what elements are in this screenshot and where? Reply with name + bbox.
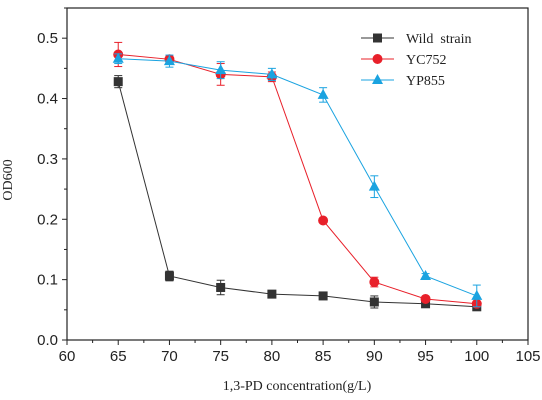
y-tick-label-4: 0.4 — [37, 91, 58, 108]
legend-marker-2 — [372, 74, 383, 84]
series-line-1 — [118, 53, 477, 305]
data-point — [112, 52, 124, 63]
legend-marker-1 — [372, 54, 383, 64]
legend-label-0: Wild strain — [406, 32, 472, 47]
plot-frame — [66, 7, 529, 341]
x-tick-label-60: 60 — [59, 348, 76, 365]
data-point — [420, 293, 431, 304]
data-point — [266, 68, 278, 79]
x-tick-label-85: 85 — [315, 348, 332, 365]
x-tick-label-90: 90 — [366, 348, 383, 365]
data-point — [368, 180, 380, 191]
data-point — [318, 291, 328, 301]
series-line-0 — [117, 81, 477, 308]
x-tick-label-75: 75 — [212, 348, 229, 365]
data-point — [267, 289, 277, 299]
series-layer — [112, 41, 483, 312]
x-tick-label-80: 80 — [264, 348, 281, 365]
data-point — [163, 55, 175, 66]
data-point — [317, 88, 329, 99]
data-point — [318, 215, 329, 226]
y-tick-label-0: 0.0 — [37, 332, 58, 349]
data-point — [369, 297, 379, 307]
series-line-2 — [118, 58, 477, 297]
data-point — [113, 77, 123, 87]
data-point — [420, 270, 432, 281]
x-tick-label-70: 70 — [161, 348, 178, 365]
legend-label-1: YC752 — [406, 53, 446, 68]
y-axis-title: OD600 — [1, 159, 16, 200]
x-tick-label-95: 95 — [417, 348, 434, 365]
data-point — [215, 64, 227, 75]
axes: 60 65 70 75 80 85 90 95 100 105 0.0 0.1 0.2 0.3 0.4 0.5 — [37, 7, 541, 365]
y-tick-label-1: 0.1 — [37, 272, 58, 289]
legend-marker-0 — [373, 33, 382, 43]
y-tick-label-5: 0.5 — [37, 30, 58, 47]
x-tick-label-65: 65 — [110, 348, 127, 365]
legend: Wild strain YC752 YP855 — [361, 32, 472, 89]
y-tick-label-2: 0.2 — [37, 211, 58, 228]
x-tick-label-100: 100 — [464, 348, 489, 365]
series-2 — [112, 52, 483, 308]
data-point — [164, 271, 174, 281]
data-point — [471, 289, 483, 300]
x-tick-label-105: 105 — [515, 348, 540, 365]
data-point — [216, 282, 226, 292]
x-axis-title: 1,3-PD concentration(g/L) — [223, 379, 372, 394]
y-tick-label-3: 0.3 — [37, 151, 58, 168]
data-point — [369, 277, 380, 288]
legend-label-2: YP855 — [406, 74, 445, 89]
